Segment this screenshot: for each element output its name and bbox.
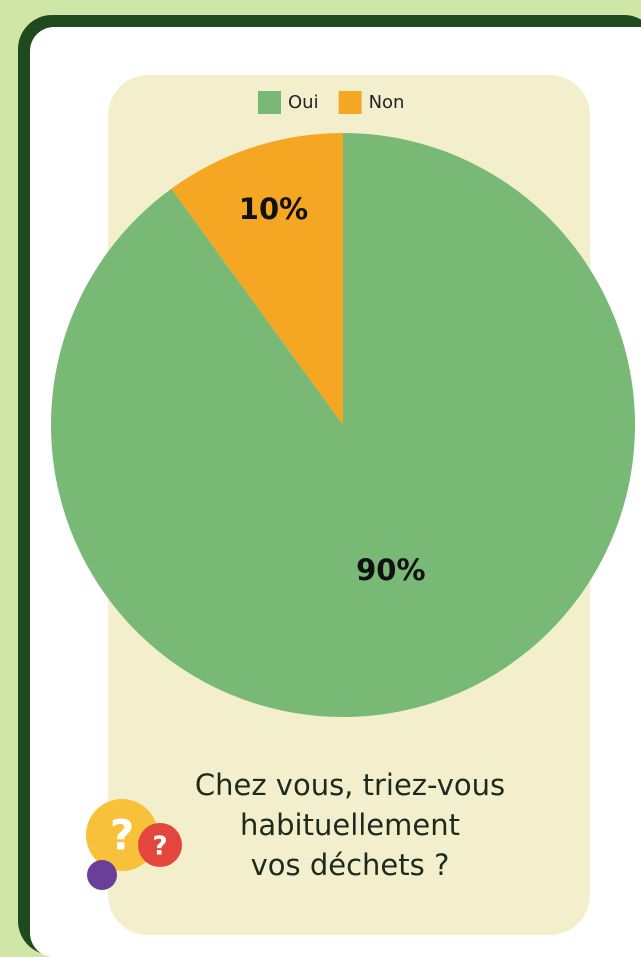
chart-title: Chez vous, triez-vous habituellement vos… (140, 765, 560, 885)
legend-label: Non (369, 92, 405, 113)
value-label: 90% (356, 553, 425, 587)
legend-swatch (258, 91, 281, 114)
value-label: 10% (239, 192, 308, 226)
svg-text:?: ? (110, 811, 134, 860)
legend-label: Oui (288, 92, 319, 113)
pie-slice (51, 133, 635, 717)
legend-swatch (339, 91, 362, 114)
